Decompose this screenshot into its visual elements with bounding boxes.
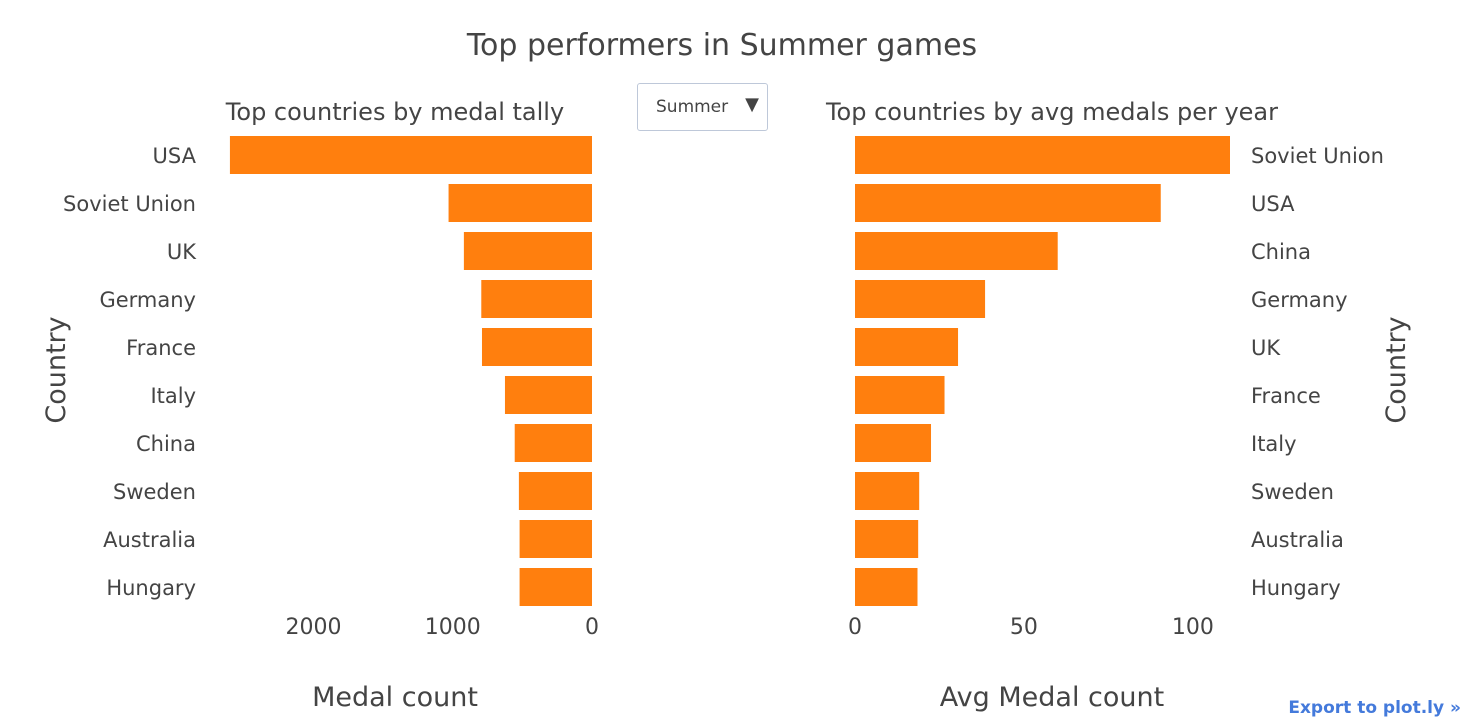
- bar-france[interactable]: [481, 328, 592, 366]
- category-label-france: France: [126, 336, 196, 360]
- bar-germany[interactable]: [855, 280, 986, 318]
- chart-title: Top performers in Summer games: [466, 28, 977, 63]
- bar-soviet-union[interactable]: [448, 184, 592, 222]
- bar-soviet-union[interactable]: [855, 136, 1230, 174]
- x-axis-label: Medal count: [312, 682, 478, 713]
- bar-uk[interactable]: [463, 232, 592, 270]
- triangle-down-icon: ▼: [745, 94, 759, 115]
- category-label-australia: Australia: [103, 528, 196, 552]
- category-label-hungary: Hungary: [106, 576, 196, 600]
- category-label-france: France: [1251, 384, 1321, 408]
- x-tick-label: 2000: [285, 615, 341, 640]
- x-tick-label: 0: [848, 615, 862, 640]
- category-label-germany: Germany: [1251, 288, 1348, 312]
- bar-usa[interactable]: [229, 136, 593, 174]
- subplot-title: Top countries by medal tally: [225, 98, 564, 126]
- category-label-china: China: [136, 432, 196, 456]
- bar-hungary[interactable]: [855, 568, 918, 606]
- category-label-uk: UK: [167, 240, 197, 264]
- x-tick-label: 1000: [425, 615, 481, 640]
- category-label-germany: Germany: [99, 288, 196, 312]
- avg-medals-panel: Top countries by avg medals per year Sovi…: [825, 98, 1412, 713]
- category-label-china: China: [1251, 240, 1311, 264]
- medal-tally-panel: Top countries by medal tally USA Soviet Un…: [41, 98, 599, 713]
- bar-china[interactable]: [514, 424, 592, 462]
- x-axis-label: Avg Medal count: [940, 682, 1164, 713]
- bar-uk[interactable]: [855, 328, 959, 366]
- bar-china[interactable]: [855, 232, 1058, 270]
- y-axis-label: Country: [1381, 316, 1412, 423]
- bar-italy[interactable]: [855, 424, 932, 462]
- season-dropdown[interactable]: Summer ▼: [637, 83, 768, 131]
- y-axis-label: Country: [41, 316, 72, 423]
- category-label-australia: Australia: [1251, 528, 1344, 552]
- category-label-sweden: Sweden: [113, 480, 196, 504]
- bar-usa[interactable]: [855, 184, 1161, 222]
- category-label-uk: UK: [1251, 336, 1281, 360]
- bar-sweden[interactable]: [518, 472, 592, 510]
- category-label-sweden: Sweden: [1251, 480, 1334, 504]
- export-to-plotly-link[interactable]: Export to plot.ly »: [1288, 698, 1461, 718]
- bar-australia[interactable]: [855, 520, 919, 558]
- category-label-usa: USA: [153, 144, 197, 168]
- category-label-italy: Italy: [1251, 432, 1297, 456]
- category-label-soviet-union: Soviet Union: [1251, 144, 1384, 168]
- bar-australia[interactable]: [519, 520, 592, 558]
- subplot-title: Top countries by avg medals per year: [825, 98, 1278, 126]
- bar-italy[interactable]: [504, 376, 592, 414]
- x-tick-label: 0: [585, 615, 599, 640]
- bar-france[interactable]: [855, 376, 945, 414]
- bar-hungary[interactable]: [519, 568, 592, 606]
- x-tick-label: 50: [1010, 615, 1038, 640]
- category-label-soviet-union: Soviet Union: [63, 192, 196, 216]
- x-tick-label: 100: [1172, 615, 1214, 640]
- category-label-italy: Italy: [150, 384, 196, 408]
- bar-sweden[interactable]: [855, 472, 920, 510]
- category-label-hungary: Hungary: [1251, 576, 1341, 600]
- bar-germany[interactable]: [481, 280, 592, 318]
- category-label-usa: USA: [1251, 192, 1295, 216]
- season-dropdown-label: Summer: [656, 97, 729, 117]
